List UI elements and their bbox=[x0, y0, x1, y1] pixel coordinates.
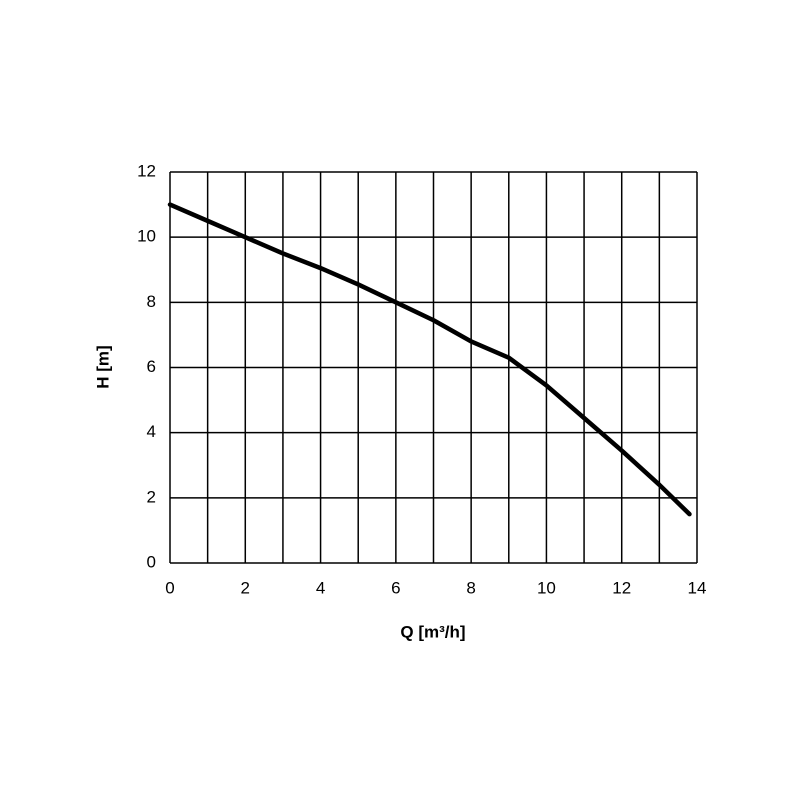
x-tick-label: 6 bbox=[391, 578, 400, 597]
y-tick-label: 8 bbox=[147, 292, 156, 311]
y-tick-label: 0 bbox=[147, 552, 156, 571]
y-axis-label: H [m] bbox=[93, 345, 112, 388]
x-tick-label: 10 bbox=[537, 578, 556, 597]
y-tick-label: 10 bbox=[137, 227, 156, 246]
y-tick-label: 4 bbox=[147, 422, 156, 441]
x-axis-label: Q [m³/h] bbox=[400, 622, 465, 641]
y-tick-label: 2 bbox=[147, 487, 156, 506]
x-tick-label: 2 bbox=[241, 578, 250, 597]
x-tick-label: 0 bbox=[165, 578, 174, 597]
x-tick-label: 14 bbox=[688, 578, 707, 597]
x-tick-label: 4 bbox=[316, 578, 325, 597]
y-tick-label: 12 bbox=[137, 161, 156, 180]
x-tick-label: 12 bbox=[612, 578, 631, 597]
line bbox=[167, 202, 692, 517]
x-tick-label: 8 bbox=[466, 578, 475, 597]
y-tick-label: 6 bbox=[147, 357, 156, 376]
